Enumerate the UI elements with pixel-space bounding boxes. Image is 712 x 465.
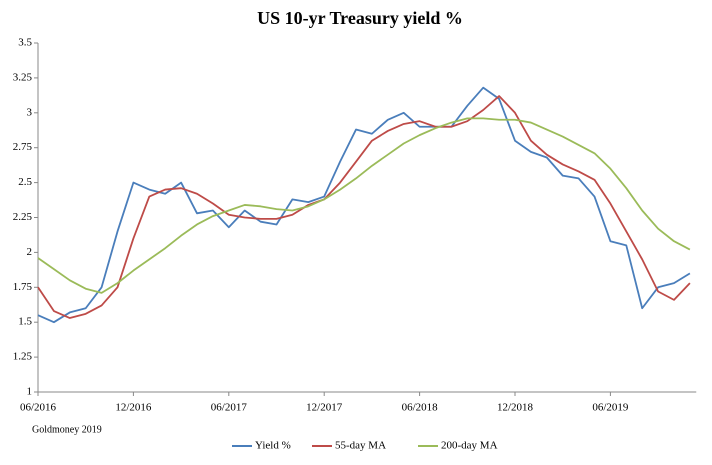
y-tick-label: 2 — [27, 246, 33, 258]
y-tick-label: 3 — [27, 106, 33, 118]
y-tick-label: 1.5 — [18, 316, 32, 328]
x-tick-label: 06/2016 — [20, 402, 57, 414]
x-tick-label: 12/2018 — [497, 402, 534, 414]
series-line — [37, 95, 691, 319]
legend-label: Yield % — [255, 440, 291, 452]
y-tick-label: 2.5 — [18, 176, 32, 188]
legend-label: 200-day MA — [441, 440, 498, 452]
y-tick-label: 1.75 — [13, 281, 33, 293]
series-line — [37, 86, 691, 324]
series-line — [37, 117, 691, 294]
y-tick-label: 1.25 — [13, 351, 33, 363]
x-tick-label: 12/2017 — [306, 402, 343, 414]
y-tick-label: 3.25 — [13, 71, 33, 83]
legend-label: 55-day MA — [335, 440, 386, 452]
y-tick-label: 2.75 — [13, 141, 33, 153]
x-tick-label: 06/2019 — [592, 402, 629, 414]
chart-title: US 10-yr Treasury yield % — [257, 8, 463, 28]
y-tick-label: 3.5 — [18, 37, 32, 49]
y-tick-label: 1 — [27, 386, 33, 398]
x-tick-label: 06/2018 — [402, 402, 439, 414]
x-tick-label: 06/2017 — [211, 402, 248, 414]
y-tick-label: 2.25 — [13, 211, 33, 223]
x-tick-label: 12/2016 — [115, 402, 152, 414]
source: Goldmoney 2019 — [32, 424, 102, 435]
